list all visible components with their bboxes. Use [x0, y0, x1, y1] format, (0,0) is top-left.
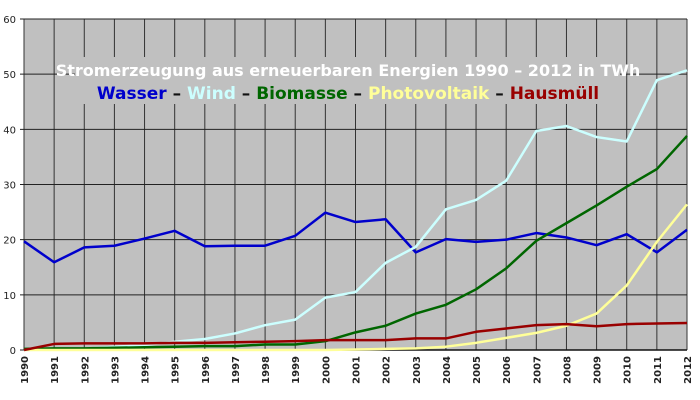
legend-separator: –	[236, 84, 256, 104]
x-tick-label: 1994	[141, 356, 152, 384]
legend-item-wind: Wind	[187, 84, 236, 104]
x-tick-label: 2001	[352, 356, 363, 384]
x-tick-label: 1999	[291, 356, 302, 384]
series-line-hausmüll	[23, 321, 688, 352]
x-tick-label: 1995	[171, 356, 182, 384]
legend: Wasser – Wind – Biomasse – Photovoltaik …	[97, 84, 599, 104]
series-line-wind	[23, 69, 688, 352]
x-tick-label: 2009	[593, 356, 604, 384]
legend-separator: –	[489, 84, 509, 104]
y-tick-label: 60	[3, 15, 16, 26]
y-tick-label: 50	[3, 70, 16, 81]
x-tick-label: 2003	[412, 356, 423, 384]
y-axis: 0 10 20 30 40 50 60	[3, 15, 16, 357]
x-tick-label: 1997	[231, 356, 242, 384]
series-line-biomasse	[23, 135, 688, 351]
series-line-photovoltaik	[24, 203, 688, 352]
x-tick-label: 1991	[50, 356, 61, 384]
x-tick-label: 1998	[261, 356, 272, 384]
x-tick-label: 2012	[683, 356, 694, 384]
series-lines	[23, 69, 688, 352]
x-tick-label: 2006	[502, 356, 513, 384]
y-tick-label: 10	[3, 291, 16, 302]
x-tick-label: 1996	[201, 356, 212, 384]
x-tick-label: 2000	[321, 356, 332, 384]
legend-item-wasser: Wasser	[97, 84, 167, 104]
legend-separator: –	[167, 84, 187, 104]
x-tick-label: 2007	[532, 356, 543, 384]
x-tick-label: 2005	[472, 356, 483, 384]
title-background	[75, 57, 620, 104]
legend-separator: –	[348, 84, 368, 104]
x-axis: 1990 1991 1992 1993 1994 1995 1996 1997 1998 1999…	[20, 356, 694, 384]
y-tick-label: 40	[3, 125, 16, 136]
y-tick-label: 30	[3, 181, 16, 192]
legend-item-biomasse: Biomasse	[256, 84, 347, 104]
x-tick-label: 1990	[20, 356, 31, 384]
x-tick-label: 2004	[442, 356, 453, 384]
x-tick-label: 2010	[623, 356, 634, 384]
x-tick-label: 2008	[562, 356, 573, 384]
x-tick-label: 2011	[653, 356, 664, 384]
y-tick-label: 0	[10, 346, 16, 357]
x-tick-label: 1993	[110, 356, 121, 384]
chart-title: Stromerzeugung aus erneuerbaren Energien…	[56, 61, 641, 80]
series-line-wasser	[23, 211, 688, 264]
x-tick-label: 2002	[382, 356, 393, 384]
legend-item-hausmüll: Hausmüll	[510, 84, 599, 104]
x-tick-label: 1992	[80, 356, 91, 384]
y-tick-label: 20	[3, 236, 16, 247]
legend-item-photovoltaik: Photovoltaik	[368, 84, 490, 104]
